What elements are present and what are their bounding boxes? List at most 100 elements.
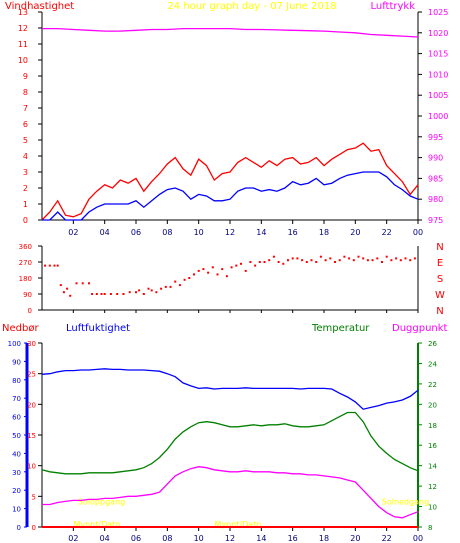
wind-direction-point <box>216 273 219 276</box>
wind-direction-point <box>287 259 289 262</box>
x-tick-label: 04 <box>100 534 110 543</box>
y-left-tick-label: 10 <box>27 463 36 471</box>
wind-direction-point <box>371 259 374 262</box>
y-left-tick-label: 7 <box>23 104 28 113</box>
temp-humidity-panel: 0102030405060708090100051015202530810121… <box>2 323 448 543</box>
x-tick-label: 20 <box>350 534 360 543</box>
y-left-tick-label: 2 <box>23 184 28 193</box>
wind-direction-point <box>160 287 163 290</box>
wind-direction-point <box>197 269 200 272</box>
y-left-tick-label: 0 <box>23 216 28 225</box>
dewpoint-series-line <box>42 466 419 519</box>
compass-label: W <box>435 290 445 301</box>
rain-tick-label: 20 <box>12 487 21 495</box>
x-tick-label: 04 <box>100 228 110 237</box>
wind-direction-point <box>66 287 69 290</box>
wind-direction-point <box>343 255 346 258</box>
rain-tick-label: 30 <box>12 469 21 477</box>
x-tick-label: 00 <box>413 534 423 543</box>
wind-direction-point <box>249 261 252 263</box>
y-left-tick-label: 5 <box>23 136 28 145</box>
x-tick-label: 02 <box>68 228 78 237</box>
wind-direction-point <box>122 293 125 295</box>
wind-direction-point <box>211 266 214 269</box>
x-tick-label: 22 <box>382 534 392 543</box>
y-left-tick-label: 4 <box>23 152 28 161</box>
wind-direction-point <box>100 293 103 295</box>
wind-direction-point <box>88 282 90 285</box>
temperature-label: Temperatur <box>311 323 370 334</box>
x-tick-label: 08 <box>162 534 172 543</box>
rain-tick-label: 80 <box>12 377 21 385</box>
x-tick-label: 02 <box>68 534 78 543</box>
wind-direction-point <box>334 261 336 263</box>
wind-direction-point <box>291 257 294 260</box>
wind-direction-point <box>135 291 137 294</box>
annotation-label: Solnedgang <box>382 497 429 506</box>
wind-direction-point <box>395 257 398 260</box>
y-left-tick-label: 9 <box>23 72 28 81</box>
wind-direction-point <box>409 259 412 262</box>
x-tick-label: 08 <box>162 228 172 237</box>
x-tick-label: 12 <box>225 534 235 543</box>
y-right-tick-label: 12 <box>428 483 437 491</box>
wind-direction-point <box>385 255 388 258</box>
humidity-label: Luftfuktighet <box>66 323 130 334</box>
y-left-tick-label: 15 <box>27 432 36 440</box>
wind-direction-point <box>225 275 228 278</box>
x-tick-label: 14 <box>256 228 266 237</box>
wind-direction-point <box>109 293 112 295</box>
wind-direction-point <box>75 282 78 285</box>
y-right-tick-label: 10 <box>428 504 437 512</box>
wind-direction-point <box>202 268 205 271</box>
wind-direction-point <box>150 289 153 292</box>
wind-direction-point <box>263 261 266 263</box>
y-left-tick-label: 8 <box>23 88 28 97</box>
rain-tick-label: 40 <box>12 450 21 458</box>
wind-direction-point <box>357 255 360 258</box>
rain-label: Nedbør <box>2 323 39 334</box>
wind-pressure-panel: 0123456789101112139759809859909951000100… <box>5 1 448 237</box>
wind-direction-point <box>164 285 167 288</box>
x-tick-label: 00 <box>413 228 423 237</box>
wind-direction-point <box>62 291 65 294</box>
wind-direction-point <box>116 293 119 295</box>
wind-direction-point <box>258 261 261 263</box>
wind-direction-point <box>381 261 383 263</box>
rain-tick-label: 100 <box>8 340 21 348</box>
y-right-tick-label: 8 <box>428 524 432 532</box>
wind-direction-point <box>338 259 341 262</box>
compass-label: E <box>437 258 443 269</box>
wind-direction-point <box>268 259 271 262</box>
wind-direction-point <box>282 262 285 265</box>
y-left-tick-label: 1 <box>23 200 28 209</box>
wind-direction-point <box>362 257 365 260</box>
wind-direction-point <box>207 271 210 274</box>
wind-direction-point <box>48 264 51 267</box>
rain-tick-label: 0 <box>17 524 21 532</box>
x-tick-label: 06 <box>131 228 141 237</box>
wind-direction-point <box>81 282 84 285</box>
wind-direction-point <box>221 268 224 271</box>
compass-label: S <box>437 274 443 285</box>
wind-direction-point <box>188 277 191 279</box>
wind-direction-point <box>169 285 172 288</box>
wind-direction-point <box>178 284 181 287</box>
y-right-tick-label: 1020 <box>428 29 448 38</box>
y-right-tick-label: 980 <box>428 195 443 204</box>
x-tick-label: 06 <box>131 534 141 543</box>
wind-direction-point <box>305 261 308 263</box>
y-left-tick-label: 10 <box>18 56 28 65</box>
compass-label: N <box>436 242 443 253</box>
y-right-tick-label: 985 <box>428 174 443 183</box>
wind-direction-point <box>138 289 141 292</box>
x-tick-label: 12 <box>225 228 235 237</box>
wind-direction-point <box>155 291 158 294</box>
x-tick-label: 14 <box>256 534 266 543</box>
y-right-tick-label: 20 <box>428 401 437 409</box>
wind-direction-point <box>53 264 56 267</box>
wind-direction-point <box>319 255 322 258</box>
wind-direction-point <box>69 294 72 297</box>
wind-direction-point <box>103 293 106 295</box>
